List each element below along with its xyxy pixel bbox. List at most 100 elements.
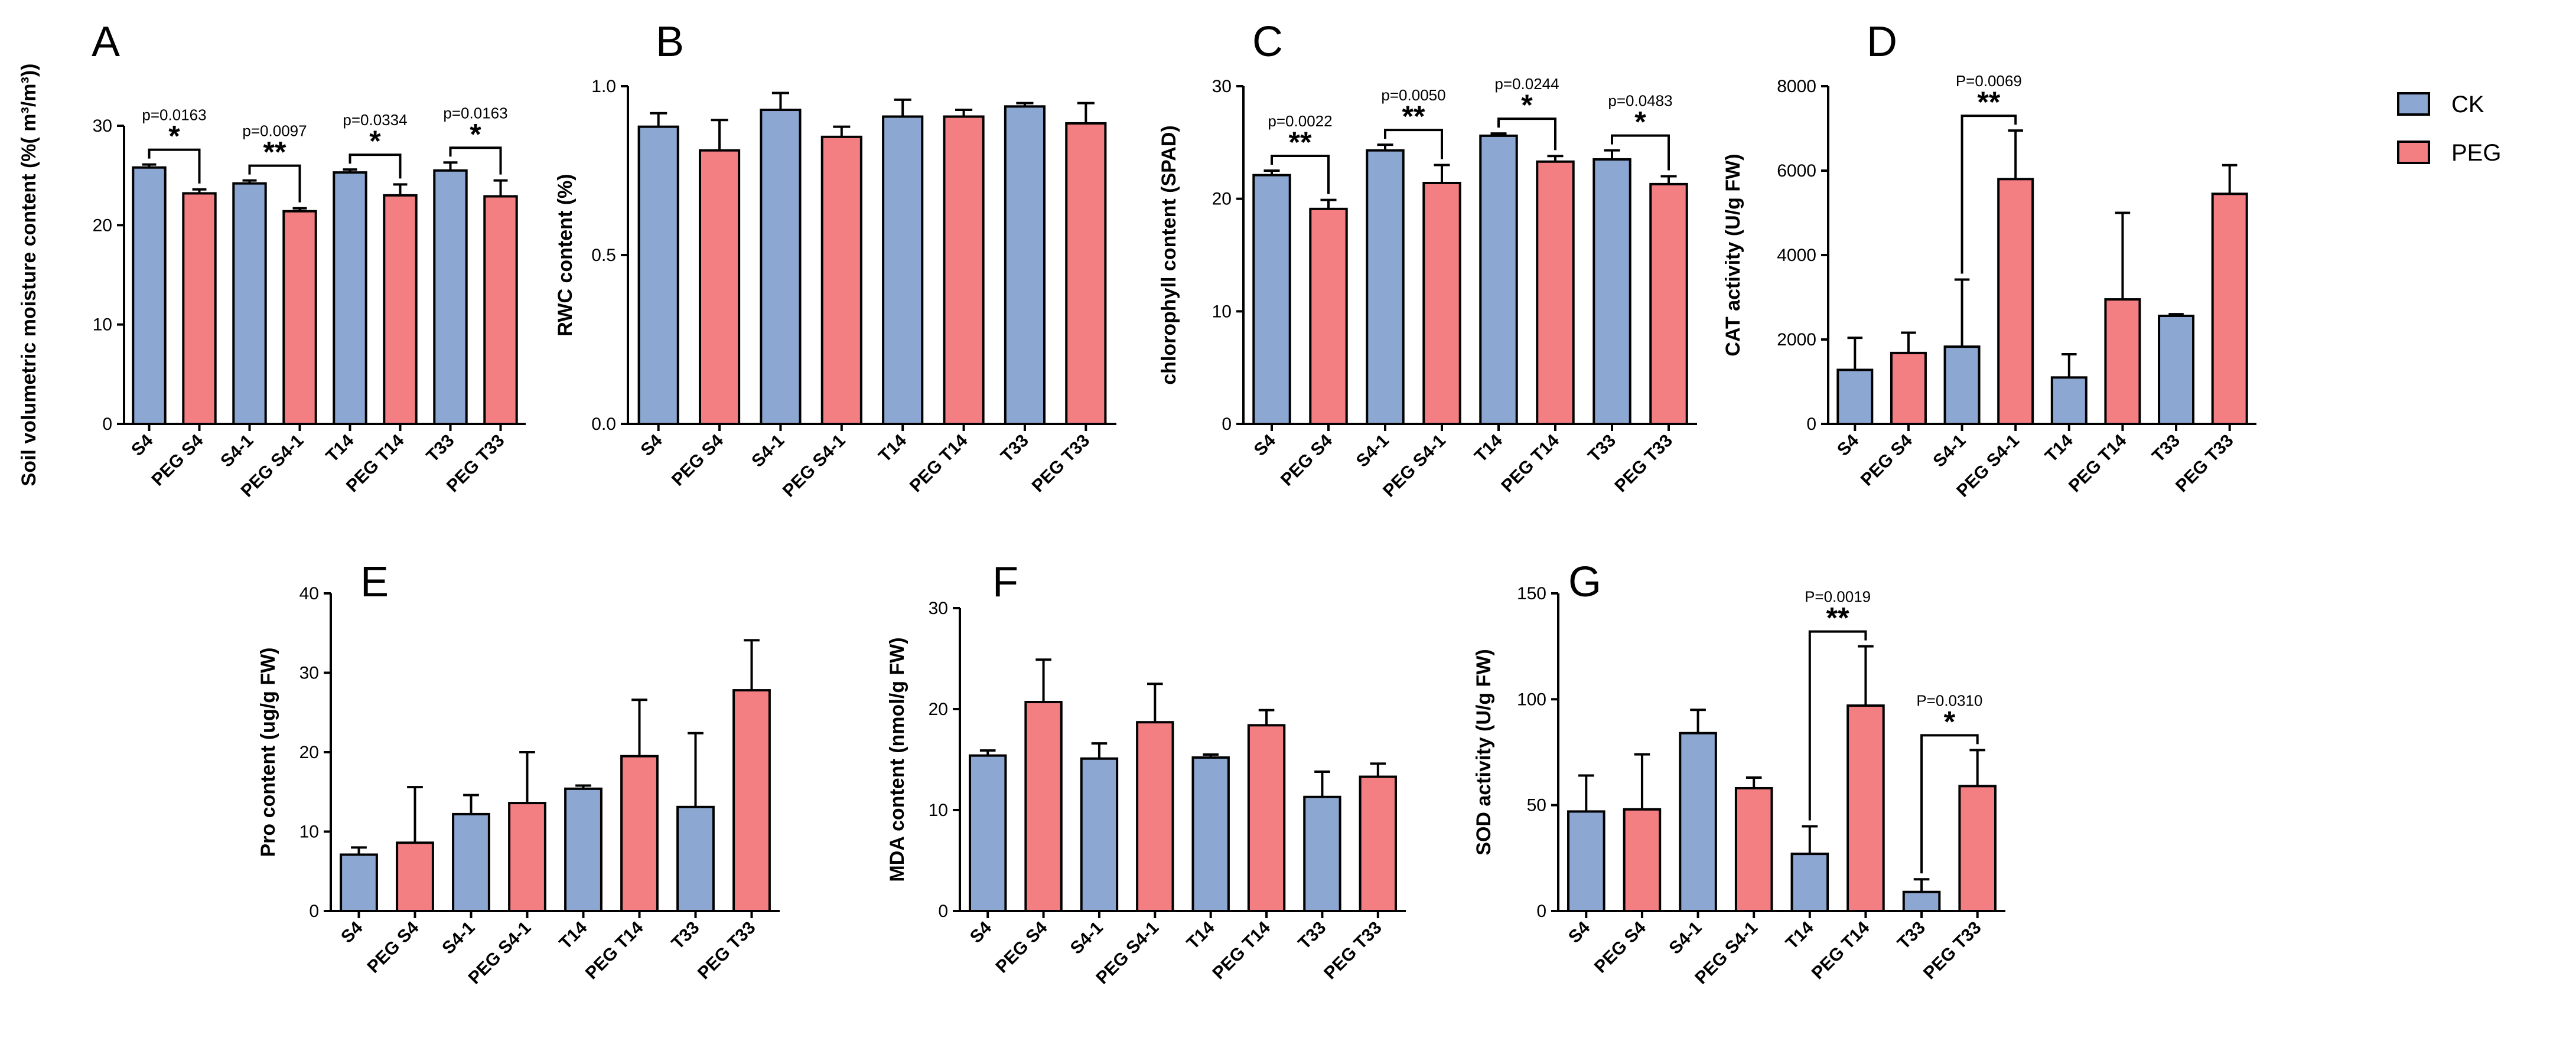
bar xyxy=(232,182,267,425)
bar xyxy=(508,802,546,912)
bar xyxy=(1366,149,1405,425)
y-tick-label: 100 xyxy=(1517,690,1546,709)
p-value-label: p=0.0163 xyxy=(142,106,206,124)
y-tick-label: 0.0 xyxy=(591,414,616,434)
p-value-label: p=0.0483 xyxy=(1608,92,1672,110)
x-tick-label: T14 xyxy=(1782,918,1818,953)
y-tick-label: 0.5 xyxy=(591,246,616,265)
p-value-label: P=0.0310 xyxy=(1916,691,1982,709)
y-axis-title: MDA content (nmol/g FW) xyxy=(886,637,908,882)
x-tick-label: PEG T33 xyxy=(1920,918,1985,984)
bar xyxy=(620,755,659,912)
y-tick-label: 0 xyxy=(938,902,948,921)
bar xyxy=(1004,105,1046,425)
bar xyxy=(1479,134,1518,425)
x-tick-label: PEG S4 xyxy=(668,430,727,489)
bar xyxy=(1247,724,1286,912)
x-tick-label: PEG S4 xyxy=(992,918,1051,977)
x-tick-label: T14 xyxy=(556,918,591,953)
panel-letter: C xyxy=(1252,18,1283,66)
bar xyxy=(1309,207,1348,425)
significance-bracket xyxy=(148,148,201,184)
p-value-label: p=0.0022 xyxy=(1268,112,1332,130)
bar xyxy=(1734,786,1773,913)
bar xyxy=(1890,351,1927,426)
significance-bracket xyxy=(1808,630,1867,821)
legend-swatch-ck xyxy=(2397,92,2430,116)
significance-stars: ** xyxy=(1977,86,2000,119)
bar xyxy=(1065,122,1107,425)
y-tick-label: 20 xyxy=(93,216,112,235)
bar xyxy=(1080,757,1119,913)
y-tick-label: 10 xyxy=(929,801,948,820)
significance-stars: * xyxy=(168,120,180,153)
bar xyxy=(564,787,603,912)
x-tick-label: PEG S4 xyxy=(148,430,207,489)
x-tick-label: S4 xyxy=(1834,430,1863,460)
bar xyxy=(2211,192,2248,425)
bar xyxy=(882,115,924,426)
significance-stars: ** xyxy=(1402,100,1425,133)
y-tick-label: 30 xyxy=(1212,77,1232,96)
bar xyxy=(132,166,167,425)
bar xyxy=(1136,721,1174,912)
y-tick-label: 1.0 xyxy=(591,77,616,96)
x-tick-label: S4 xyxy=(1250,430,1280,460)
x-tick-label: S4-1 xyxy=(438,918,478,958)
legend-label-peg: PEG xyxy=(2451,140,2501,166)
x-tick-label: T33 xyxy=(2148,431,2184,466)
bar xyxy=(1593,158,1631,425)
x-tick-label: PEG T33 xyxy=(1320,918,1386,984)
bar xyxy=(483,195,518,425)
panel-letter: F xyxy=(992,559,1018,606)
x-tick-label: PEG S4 xyxy=(1591,918,1650,977)
bar xyxy=(698,149,741,425)
significance-stars: * xyxy=(1634,106,1646,139)
bar xyxy=(1303,795,1341,913)
y-tick-label: 4000 xyxy=(1777,246,1816,265)
x-tick-label: PEG T14 xyxy=(1209,918,1274,983)
significance-stars: ** xyxy=(1826,602,1849,635)
bar xyxy=(1623,808,1662,912)
y-axis-title: SOD activity (U/g FW) xyxy=(1473,649,1495,855)
bar xyxy=(1997,178,2034,425)
y-tick-label: 10 xyxy=(299,822,319,842)
panel-letter: A xyxy=(92,18,120,66)
bar xyxy=(383,194,418,425)
y-tick-label: 8000 xyxy=(1777,77,1816,96)
bar xyxy=(1679,732,1717,912)
significance-bracket xyxy=(1611,134,1670,171)
bar xyxy=(333,171,367,425)
x-tick-label: PEG T33 xyxy=(2172,431,2238,497)
x-tick-label: PEG T33 xyxy=(694,918,760,984)
x-tick-label: T33 xyxy=(1894,918,1929,954)
p-value-label: p=0.0244 xyxy=(1494,75,1559,93)
y-tick-label: 0 xyxy=(1806,414,1816,434)
x-tick-label: PEG T14 xyxy=(2065,430,2131,496)
significance-bracket xyxy=(1961,115,2017,274)
y-axis-title: CAT activity (U/g FW) xyxy=(1722,154,1744,356)
bar xyxy=(1422,181,1461,425)
bar xyxy=(282,210,317,425)
significance-bracket xyxy=(248,164,301,203)
significance-bracket xyxy=(1384,129,1443,159)
x-tick-label: T33 xyxy=(668,918,704,954)
y-axis-title: Pro content (ug/g FW) xyxy=(257,647,279,857)
x-tick-label: S4 xyxy=(966,918,996,947)
p-value-label: P=0.0069 xyxy=(1956,72,2022,90)
x-tick-label: PEG T14 xyxy=(582,918,647,983)
y-tick-label: 2000 xyxy=(1777,330,1816,350)
bar xyxy=(637,125,679,425)
bar xyxy=(1958,785,1997,913)
panel-letter: D xyxy=(1867,18,1897,66)
x-tick-label: PEG T14 xyxy=(1808,918,1874,983)
panel-letter: E xyxy=(360,559,389,606)
significance-stars: * xyxy=(1521,89,1533,122)
y-axis-title: chlorophyll content (SPAD) xyxy=(1158,125,1180,384)
x-tick-label: T14 xyxy=(1471,430,1506,466)
x-tick-label: T14 xyxy=(1183,918,1219,953)
x-tick-label: T14 xyxy=(875,430,910,466)
